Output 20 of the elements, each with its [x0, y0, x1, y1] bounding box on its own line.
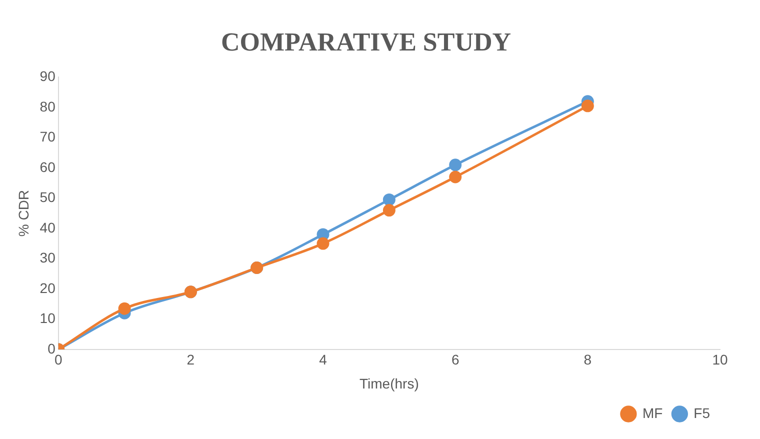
legend-label: F5 [694, 404, 710, 421]
chart-title: COMPARATIVE STUDY [220, 27, 512, 56]
x-tick-label: 6 [451, 352, 460, 368]
x-axis-title: Time(hrs) [360, 375, 419, 392]
x-tick-label: 4 [319, 352, 328, 368]
y-tick-label: 70 [40, 128, 56, 145]
y-tick-label: 0 [48, 340, 56, 356]
legend-label: MF [642, 404, 663, 421]
y-tick-label: 20 [40, 280, 56, 296]
y-tick-label: 50 [40, 189, 56, 206]
y-tick-label: 60 [40, 158, 56, 175]
y-tick-label: 90 [40, 68, 56, 84]
x-tick-label: 10 [712, 352, 728, 368]
y-tick-label: 30 [40, 250, 56, 266]
y-tick-label: 10 [40, 310, 56, 326]
y-axis-title: % CDR [15, 190, 32, 237]
y-tick-label: 80 [40, 98, 56, 114]
x-tick-label: 8 [584, 352, 592, 368]
y-tick-label: 40 [40, 219, 56, 236]
x-tick-label: 2 [186, 352, 195, 368]
